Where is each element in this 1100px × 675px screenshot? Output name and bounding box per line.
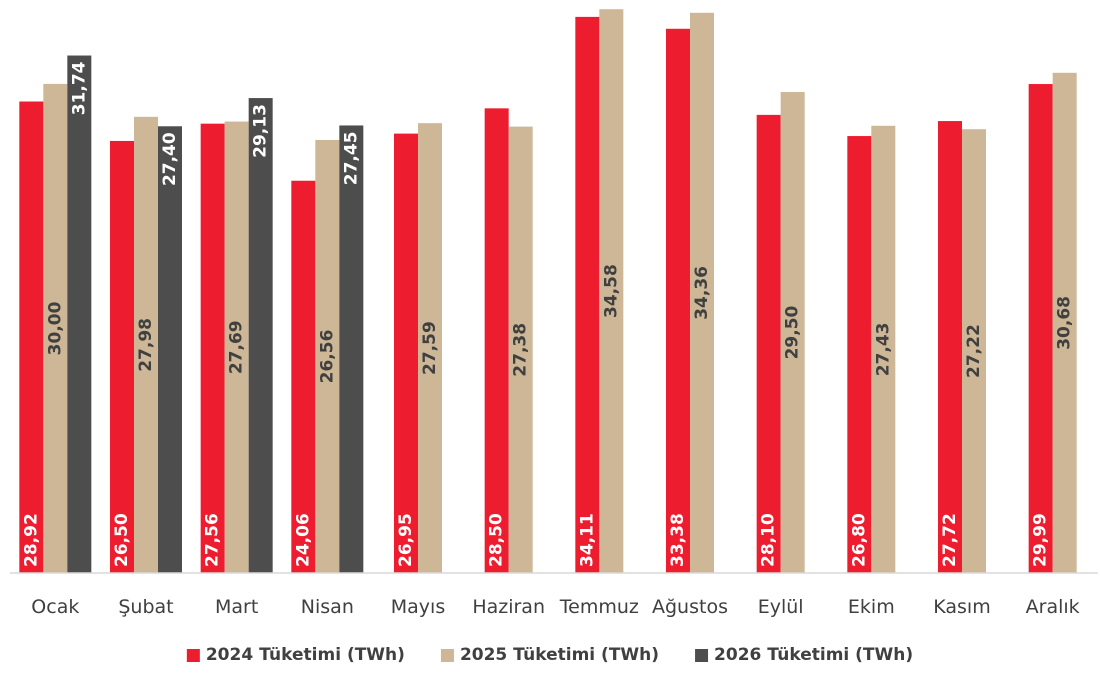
data-label-2025-t-ketimi-twh-11: 30,68 [1055,296,1075,350]
data-label-2024-t-ketimi-twh-4: 26,95 [396,513,416,567]
bar-2024-t-ketimi-twh-5 [484,108,509,573]
x-tick-label-1: Şubat [118,596,173,618]
bars-layer [19,9,1077,574]
data-label-2025-t-ketimi-twh-9: 27,43 [873,322,893,376]
data-label-2025-t-ketimi-twh-5: 27,38 [511,323,531,377]
data-label-2024-t-ketimi-twh-7: 33,38 [668,513,688,567]
data-label-2025-t-ketimi-twh-8: 29,50 [783,305,803,359]
legend-item-2024-t-ketimi-twh: 2024 Tüketimi (TWh) [186,645,405,665]
bar-2024-t-ketimi-twh-2 [200,123,225,574]
bar-2025-t-ketimi-twh-3 [315,139,340,573]
value-labels-layer: 28,92 30,00 31,74 26,50 27,98 27,40 27,56 27,69… [21,61,1074,567]
legend-swatch-2024-t-ketimi-twh [186,649,200,662]
data-label-2025-t-ketimi-twh-3: 26,56 [317,330,337,384]
bar-2025-t-ketimi-twh-4 [418,123,442,574]
data-label-2024-t-ketimi-twh-0: 28,92 [21,513,41,567]
data-label-2024-t-ketimi-twh-9: 26,80 [849,513,869,567]
data-label-2025-t-ketimi-twh-2: 27,69 [227,320,247,374]
data-label-2025-t-ketimi-twh-0: 30,00 [45,301,65,355]
data-label-2024-t-ketimi-twh-8: 28,10 [759,513,779,567]
x-tick-label-0: Ocak [31,596,79,618]
legend-item-2025-t-ketimi-twh: 2025 Tüketimi (TWh) [440,645,659,665]
bar-2024-t-ketimi-twh-1 [110,140,134,573]
bar-2025-t-ketimi-twh-9 [871,125,896,573]
x-tick-label-4: Mayıs [391,596,445,618]
bar-2026-t-ketimi-twh-1 [158,126,182,573]
legend-label-2024-t-ketimi-twh: 2024 Tüketimi (TWh) [206,645,405,665]
x-tick-label-10: Kasım [933,596,990,618]
data-label-2025-t-ketimi-twh-7: 34,36 [692,266,712,320]
bar-2024-t-ketimi-twh-3 [291,180,316,574]
data-label-2024-t-ketimi-twh-1: 26,50 [112,513,132,567]
data-label-2024-t-ketimi-twh-10: 27,72 [940,513,960,567]
bar-2024-t-ketimi-twh-6 [575,16,600,573]
legend: 2024 Tüketimi (TWh) 2025 Tüketimi (TWh) 20… [186,645,913,665]
data-label-2026-t-ketimi-twh-0: 31,74 [69,61,89,115]
legend-swatch-2025-t-ketimi-twh [440,649,454,662]
bar-2025-t-ketimi-twh-11 [1052,72,1077,574]
bar-2025-t-ketimi-twh-0 [43,83,68,573]
x-tick-label-9: Ekim [848,596,895,618]
x-tick-label-8: Eylül [758,596,804,618]
x-tick-label-2: Mart [215,596,258,618]
legend-label-2026-t-ketimi-twh: 2026 Tüketimi (TWh) [714,645,913,665]
data-label-2025-t-ketimi-twh-10: 27,22 [964,324,984,378]
data-label-2024-t-ketimi-twh-2: 27,56 [203,513,223,567]
data-label-2026-t-ketimi-twh-1: 27,40 [160,132,180,186]
bar-2024-t-ketimi-twh-7 [666,28,690,573]
bar-2024-t-ketimi-twh-11 [1028,84,1053,574]
bar-2025-t-ketimi-twh-1 [134,116,158,573]
data-label-2025-t-ketimi-twh-4: 27,59 [420,321,440,375]
category-labels-layer: Ocak Şubat Mart Nisan Mayıs Haziran Temmuz Ağus… [31,596,1079,618]
x-tick-label-3: Nisan [301,596,354,618]
bar-2026-t-ketimi-twh-2 [248,98,273,573]
bar-2025-t-ketimi-twh-7 [690,12,714,574]
bar-2024-t-ketimi-twh-10 [938,121,962,573]
data-label-2024-t-ketimi-twh-5: 28,50 [487,513,507,567]
bar-2025-t-ketimi-twh-2 [224,121,249,574]
bar-2026-t-ketimi-twh-3 [339,125,364,574]
x-tick-label-7: Ağustos [652,596,728,618]
bar-2025-t-ketimi-twh-10 [962,129,986,573]
bar-2026-t-ketimi-twh-0 [67,55,92,573]
legend-swatch-2026-t-ketimi-twh [695,649,709,662]
x-tick-label-5: Haziran [472,596,545,618]
data-label-2026-t-ketimi-twh-2: 29,13 [251,104,271,158]
data-label-2025-t-ketimi-twh-1: 27,98 [136,318,156,372]
data-label-2024-t-ketimi-twh-11: 29,99 [1031,513,1051,567]
data-label-2024-t-ketimi-twh-3: 24,06 [293,513,313,567]
bar-2025-t-ketimi-twh-5 [508,126,533,573]
bar-2024-t-ketimi-twh-8 [756,114,781,574]
legend-item-2026-t-ketimi-twh: 2026 Tüketimi (TWh) [695,645,913,665]
x-tick-label-6: Temmuz [559,596,639,618]
bar-2025-t-ketimi-twh-8 [780,92,805,573]
bar-2024-t-ketimi-twh-0 [19,101,44,573]
legend-label-2025-t-ketimi-twh: 2025 Tüketimi (TWh) [460,645,659,665]
bar-2025-t-ketimi-twh-6 [599,9,624,574]
x-tick-label-11: Aralık [1026,596,1080,618]
data-label-2025-t-ketimi-twh-6: 34,58 [601,264,621,318]
data-label-2024-t-ketimi-twh-6: 34,11 [577,513,597,567]
bar-2024-t-ketimi-twh-4 [394,133,418,574]
data-label-2026-t-ketimi-twh-3: 27,45 [341,131,361,185]
bar-2024-t-ketimi-twh-9 [847,136,872,573]
